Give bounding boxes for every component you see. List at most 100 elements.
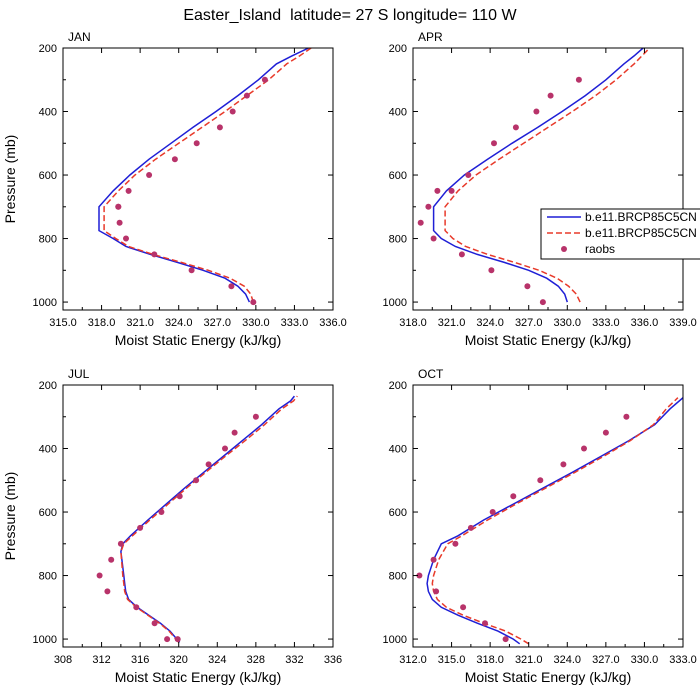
jan-xtick-label: 321.0 — [126, 317, 154, 329]
jan-ytick-label: 1000 — [33, 297, 57, 309]
jan-raobs-point — [250, 299, 257, 306]
jan-xtick-label: 330.0 — [242, 317, 270, 329]
panels: 315.0 318.0 321.0 324.0 327.0 330.0 333.0 336.0… — [2, 30, 697, 685]
jan-panel-label: JAN — [68, 30, 91, 44]
oct-xtick-label: 327.0 — [592, 654, 620, 666]
jan-xtick-label: 327.0 — [204, 317, 232, 329]
oct-raobs-point — [581, 445, 587, 452]
apr-series-model2-line — [444, 48, 651, 303]
apr-raobs-point — [417, 219, 424, 226]
jan-raobs-point — [229, 108, 236, 115]
jul-ytick-label: 400 — [39, 444, 57, 456]
apr-raobs-point — [575, 76, 582, 83]
jul-xtick-label: 328 — [247, 654, 265, 666]
jul-xtick-label: 316 — [131, 654, 149, 666]
jul-raobs-point — [176, 493, 183, 500]
legend-marker-raobs — [561, 246, 567, 252]
apr-raobs-point — [491, 140, 497, 147]
oct-raobs-point — [430, 556, 437, 563]
jul-panel-label: JUL — [68, 367, 90, 381]
oct-raobs-point — [460, 604, 467, 611]
apr-series-model1-line — [432, 48, 644, 303]
jul-ytick-label: 200 — [39, 380, 57, 392]
apr-raobs-point — [539, 299, 546, 306]
oct-ytick-label: 200 — [389, 380, 407, 392]
jan-xtick-label: 315.0 — [49, 317, 77, 329]
oct-raobs-point — [433, 588, 440, 595]
oct-raobs-point — [467, 524, 474, 531]
jul-raobs-point — [151, 620, 158, 627]
apr-ytick-label: 400 — [389, 107, 407, 119]
oct-ytick-label: 600 — [389, 507, 407, 519]
jul-xtick-label: 324 — [208, 654, 226, 666]
jan-raobs-point — [151, 251, 158, 258]
apr-x-axis-title: Moist Static Energy (kJ/kg) — [465, 332, 632, 348]
jan-y-axis-title: Pressure (mb) — [2, 135, 18, 224]
jul-ytick-label: 600 — [39, 507, 57, 519]
jul-raobs-point — [137, 524, 144, 531]
jul-raobs-point — [174, 636, 181, 643]
oct-xtick-label: 324.0 — [554, 654, 582, 666]
jul-raobs-point — [193, 477, 200, 484]
oct-xtick-label: 321.0 — [515, 654, 543, 666]
oct-xtick-label: 312.0 — [399, 654, 427, 666]
jan-raobs-point — [188, 267, 195, 274]
oct-xtick-label: 315.0 — [438, 654, 466, 666]
jan-raobs-point — [171, 156, 178, 163]
jan-raobs-point — [193, 140, 200, 147]
apr-xtick-label: 333.0 — [592, 317, 620, 329]
jul-plot-frame — [62, 384, 334, 648]
oct-ytick-label: 800 — [389, 571, 407, 583]
apr-raobs-point — [512, 124, 519, 131]
jul-x-axis-title: Moist Static Energy (kJ/kg) — [115, 669, 282, 685]
jan-raobs-point — [146, 172, 153, 178]
jul-raobs-point — [133, 604, 140, 611]
oct-series-model1-line — [426, 397, 683, 645]
apr-raobs-point — [458, 251, 465, 258]
oct-xtick-label: 333.0 — [669, 654, 697, 666]
jan-ytick-label: 200 — [39, 43, 57, 55]
apr-ytick-label: 800 — [389, 234, 407, 246]
oct-xtick-label: 318.0 — [476, 654, 504, 666]
oct-raobs-point — [623, 413, 630, 420]
jul-raobs-point — [231, 429, 238, 436]
jan-raobs-point — [116, 219, 123, 226]
panel-oct: 312.0 315.0 318.0 321.0 324.0 327.0 330.0 333.0… — [383, 367, 697, 685]
jul-xtick-label: 308 — [54, 654, 72, 666]
jul-ytick-label: 1000 — [33, 634, 57, 646]
jan-xtick-label: 336.0 — [319, 317, 347, 329]
oct-plot-frame — [412, 384, 684, 648]
apr-xtick-label: 324.0 — [476, 317, 504, 329]
legend-label-raobs: raobs — [585, 242, 615, 256]
panel-jan: 315.0 318.0 321.0 324.0 327.0 330.0 333.0 336.0… — [2, 30, 347, 348]
apr-xtick-label: 339.0 — [669, 317, 697, 329]
apr-xtick-label: 330.0 — [554, 317, 582, 329]
jan-raobs-point — [125, 187, 132, 194]
oct-series-model2-line — [431, 397, 679, 645]
apr-raobs-point — [430, 235, 437, 242]
apr-raobs-point — [448, 187, 455, 194]
oct-raobs-point — [416, 572, 423, 579]
jan-xtick-label: 333.0 — [281, 317, 309, 329]
jan-xtick-label: 318.0 — [88, 317, 116, 329]
jul-y-axis-title: Pressure (mb) — [2, 472, 18, 561]
apr-xtick-label: 336.0 — [631, 317, 659, 329]
oct-raobs-point — [502, 636, 509, 643]
oct-ytick-label: 400 — [389, 444, 407, 456]
jul-series-model1-line — [120, 395, 295, 643]
jan-x-axis-title: Moist Static Energy (kJ/kg) — [115, 332, 282, 348]
jul-series-model2-line — [120, 395, 298, 643]
jul-raobs-point — [158, 509, 165, 515]
apr-plot-frame — [412, 47, 684, 311]
panel-jul: 308 312 316 320 324 328 332 336 200 400 600 800 1000… — [2, 367, 342, 685]
apr-raobs-point — [425, 203, 432, 210]
jan-ytick-label: 400 — [39, 107, 57, 119]
jul-ytick-label: 800 — [39, 571, 57, 583]
apr-raobs-point — [488, 267, 495, 274]
jul-xtick-label: 336 — [324, 654, 342, 666]
jul-raobs-point — [117, 540, 124, 547]
jul-raobs-point — [96, 572, 103, 579]
jan-plot-frame — [62, 47, 334, 311]
legend: b.e11.BRCP85C5CN b.e11.BRCP85C5CN raobs — [540, 208, 700, 260]
